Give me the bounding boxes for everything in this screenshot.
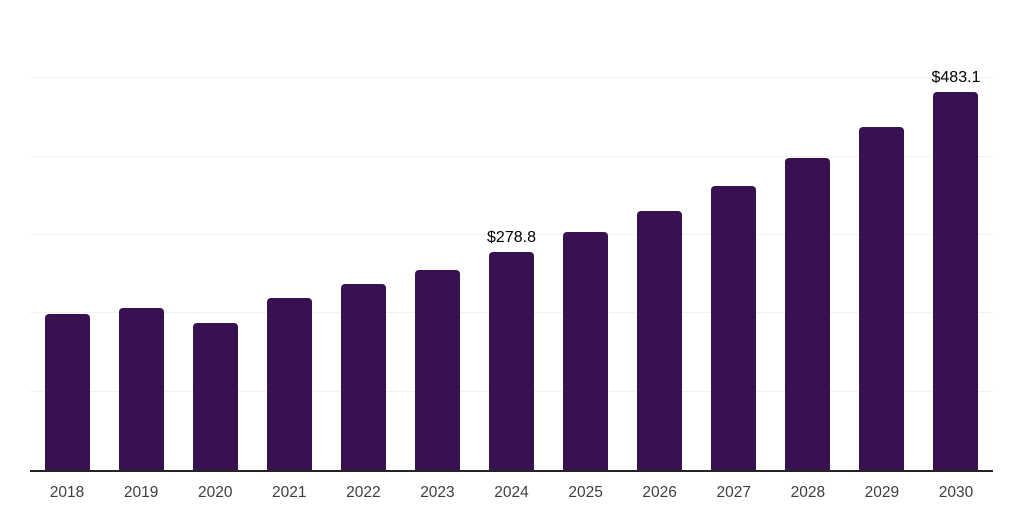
x-tick-2029: 2029: [864, 484, 900, 501]
bar-column-2028: [771, 0, 845, 470]
bar-2025: [563, 232, 609, 470]
bar-column-2019: [104, 0, 178, 470]
plot-area: $278.8 $483.1: [30, 0, 993, 472]
gridline-500: [30, 77, 993, 79]
bar-2030: [933, 91, 979, 470]
x-tick-2019: 2019: [123, 484, 159, 501]
bar-column-2030: $483.1: [919, 0, 993, 470]
x-tick-2030: 2030: [938, 484, 974, 501]
bar-2023: [414, 270, 460, 470]
bar-2028: [785, 158, 831, 470]
x-tick-2026: 2026: [642, 484, 677, 501]
x-tick-2028: 2028: [790, 484, 826, 501]
bar-2029: [859, 127, 905, 470]
bar-column-2025: [549, 0, 623, 470]
bar-2021: [266, 298, 312, 470]
x-tick-2018: 2018: [49, 484, 85, 501]
bar-column-2024: $278.8: [474, 0, 548, 470]
x-tick-2020: 2020: [197, 484, 233, 501]
data-label-2030: $483.1: [931, 68, 981, 86]
data-label-2024: $278.8: [487, 228, 536, 246]
gridline-300: [30, 234, 993, 235]
x-tick-2024: 2024: [494, 484, 529, 501]
x-tick-2027: 2027: [716, 484, 751, 501]
x-tick-2025: 2025: [568, 484, 603, 501]
bar-column-2029: [845, 0, 919, 470]
bar-column-2021: [252, 0, 326, 470]
bar-column-2027: [697, 0, 771, 470]
bar-column-2020: [178, 0, 252, 470]
bar-2026: [637, 211, 683, 470]
x-tick-2021: 2021: [272, 484, 307, 501]
bar-column-2022: [326, 0, 400, 470]
gridline-400: [30, 155, 993, 157]
bar-2020: [192, 323, 238, 470]
bar-column-2018: [30, 0, 104, 470]
x-tick-2023: 2023: [420, 484, 455, 501]
x-axis-tick-labels: 2018 2019 2020 2021 2022 2023 2024 2025 2026 2027…: [30, 485, 993, 501]
bar-column-2023: [400, 0, 474, 470]
bar-column-2026: [623, 0, 697, 470]
bar-2018: [44, 313, 90, 470]
bar-2024: [489, 251, 534, 470]
bars-container: $278.8 $483.1: [30, 0, 993, 470]
bar-2019: [118, 308, 164, 470]
x-tick-2022: 2022: [346, 484, 381, 501]
bar-2027: [711, 186, 757, 470]
bar-2022: [340, 284, 386, 470]
